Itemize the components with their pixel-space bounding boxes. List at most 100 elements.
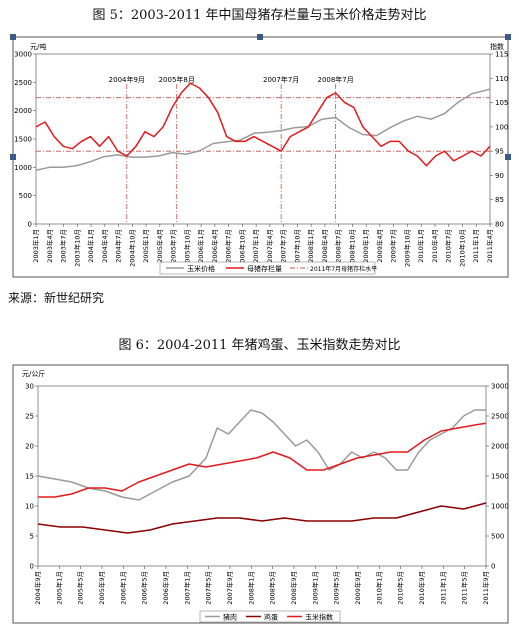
x-tick-label: 2003年10月 [72,229,81,267]
x-tick-label: 2005年4月 [155,229,164,263]
x-tick-label: 2006年1月 [196,229,205,263]
x-tick-label: 2005年1月 [141,229,150,263]
x-tick-label: 2006年9月 [161,571,170,605]
x-tick-label: 2010年1月 [416,229,425,263]
y-right-tick-label: 95 [495,148,504,156]
y-right-tick-label: 90 [495,172,504,180]
x-tick-label: 2010年1月 [374,571,383,605]
y-left-tick-label: 0 [30,563,34,571]
x-tick-label: 2009年4月 [375,229,384,263]
y-right-tick-label: 1000 [491,503,509,511]
x-tick-label: 2004年7月 [114,229,123,263]
x-tick-label: 2007年4月 [265,229,274,263]
x-tick-label: 2005年7月 [169,229,178,263]
x-tick-label: 2007年10月 [292,229,301,267]
chart2-frame [12,364,509,624]
y-left-tick-label: 3000 [14,51,32,59]
chart1-frame [12,36,509,278]
x-tick-label: 2011年1月 [471,229,480,263]
x-tick-label: 2004年10月 [127,229,136,267]
y-right-tick-label: 80 [495,221,504,229]
y-left-tick-label: 5 [30,533,34,541]
y-right-tick-label: 110 [495,75,508,83]
x-tick-label: 2011年4月 [485,229,494,263]
x-tick-label: 2006年10月 [237,229,246,267]
x-tick-label: 2010年5月 [396,571,405,605]
legend-item: 鸡蛋 [264,613,278,622]
x-tick-label: 2011年5月 [460,571,469,605]
x-tick-label: 2006年4月 [210,229,219,263]
x-tick-label: 2010年9月 [417,571,426,605]
x-tick-label: 2007年1月 [251,229,260,263]
x-tick-label: 2010年7月 [444,229,453,263]
legend-item: 2011年7月母猪存栏水平 [310,265,377,273]
x-tick-label: 2008年1月 [306,229,315,263]
y-right-tick-label: 3000 [491,383,509,391]
chart1-title: 图 5：2003-2011 年中国母猪存栏量与玉米价格走势对比 [92,8,427,23]
x-tick-label: 2007年5月 [204,571,213,605]
x-tick-label: 2007年7月 [279,229,288,263]
y-right-tick-label: 0 [491,563,495,571]
chart2-svg: 元/公斤 0 5 10 15 20 25 30 0 500 1000 1500 2000 2500 300… [12,364,509,624]
x-tick-label: 2009年7月 [389,229,398,263]
chart1-legend: 玉米价格 母猪存栏量 2011年7月母猪存栏水平 [159,261,377,275]
chart1-handle [10,154,16,160]
series-line-玉米价格 [35,88,491,171]
x-tick-label: 2005年1月 [54,571,63,605]
x-tick-label: 2007年1月 [182,571,191,605]
x-tick-label: 2003年4月 [45,229,54,263]
y-left-tick-label: 25 [25,413,34,421]
y-left-tick-label: 20 [25,443,34,451]
x-tick-label: 2004年9月 [33,571,42,605]
x-tick-label: 2006年5月 [140,571,149,605]
x-tick-label: 2004年1月 [86,229,95,263]
chart2-title: 图 6：2004-2011 年猪鸡蛋、玉米指数走势对比 [118,338,401,353]
x-tick-label: 2009年9月 [353,571,362,605]
y-right-tick-label: 2500 [491,413,509,421]
series-line-猪肉 [37,409,486,501]
y-left-tick-label: 10 [25,503,34,511]
series-line-玉米指数 [38,422,487,498]
y-left-tick-label: 30 [25,383,34,391]
chart1-unit-left: 元/吨 [30,42,46,51]
x-tick-label: 2003年7月 [59,229,68,263]
chart2-unit-left: 元/公斤 [22,369,45,378]
annotation-label: 2008年7月 [317,75,353,84]
x-tick-label: 2005年5月 [76,571,85,605]
annotation-label: 2004年9月 [109,75,145,84]
chart1-handle [257,34,263,40]
y-right-tick-label: 2000 [491,443,509,451]
chart2-legend: 猪肉 鸡蛋 玉米指数 [199,610,341,623]
y-right-tick-label: 115 [495,51,508,59]
series-line-鸡蛋 [37,502,487,534]
chart1-svg: 元/吨 指数 0 500 1000 1500 2000 2500 3000 80 85 90 95 1… [10,34,511,278]
x-tick-label: 2008年10月 [347,229,356,267]
y-left-tick-label: 500 [19,192,32,200]
chart1-handle [10,34,16,40]
chart1-handle [505,34,511,40]
x-tick-label: 2006年7月 [224,229,233,263]
x-tick-label: 2008年9月 [289,571,298,605]
y-left-tick-label: 2500 [14,79,32,87]
legend-item: 玉米指数 [305,613,333,622]
x-tick-label: 2010年4月 [430,229,439,263]
x-tick-label: 2008年1月 [246,571,255,605]
y-left-tick-label: 2000 [14,107,32,115]
legend-item: 玉米价格 [187,264,215,273]
x-tick-label: 2011年1月 [438,571,447,605]
x-tick-label: 2008年7月 [334,229,343,263]
x-tick-label: 2009年5月 [332,571,341,605]
x-tick-label: 2009年1月 [361,229,370,263]
x-tick-label: 2009年10月 [402,229,411,267]
x-tick-label: 2008年5月 [268,571,277,605]
series-line-母猪存栏量 [35,82,491,167]
legend-item: 猪肉 [223,613,237,622]
x-tick-label: 2006年1月 [118,571,127,605]
legend-item: 母猪存栏量 [247,264,282,273]
y-left-tick-label: 15 [25,473,34,481]
x-tick-label: 2004年4月 [100,229,109,263]
y-left-tick-label: 1000 [14,164,32,172]
source-note: 来源：新世纪研究 [8,291,105,305]
x-tick-label: 2003年1月 [31,229,40,263]
x-tick-label: 2008年4月 [320,229,329,263]
